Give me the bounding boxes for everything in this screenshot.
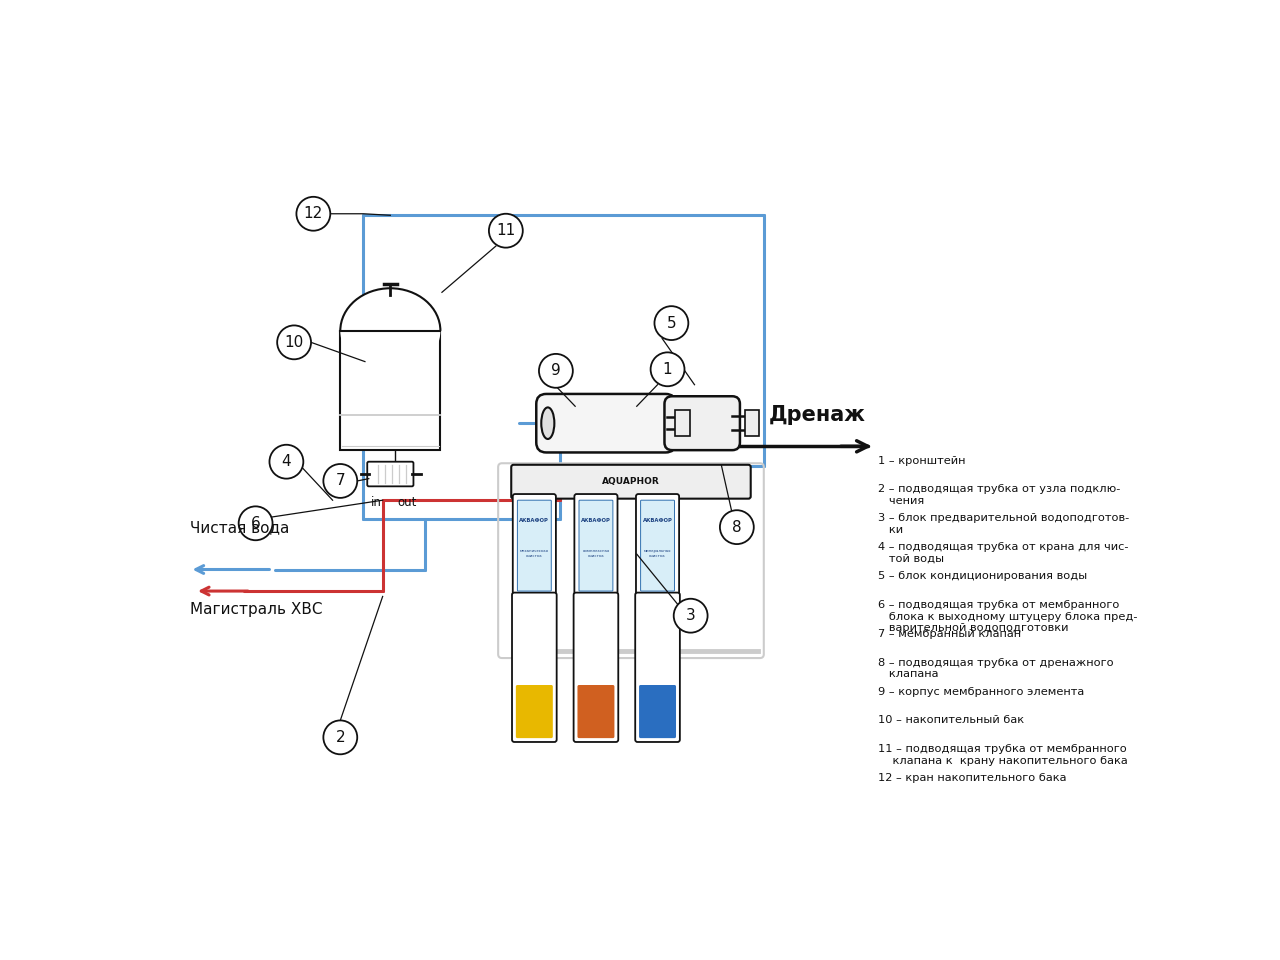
Circle shape bbox=[650, 352, 685, 386]
Text: 1: 1 bbox=[663, 362, 672, 377]
FancyBboxPatch shape bbox=[367, 462, 413, 487]
Circle shape bbox=[673, 599, 708, 633]
Circle shape bbox=[539, 354, 573, 388]
Text: 2: 2 bbox=[335, 730, 346, 745]
Text: 1 – кронштейн: 1 – кронштейн bbox=[878, 456, 965, 466]
FancyBboxPatch shape bbox=[575, 494, 617, 597]
Text: 3: 3 bbox=[686, 609, 695, 623]
Text: 8 – подводящая трубка от дренажного
   клапана: 8 – подводящая трубка от дренажного клап… bbox=[878, 658, 1114, 680]
Text: 5: 5 bbox=[667, 316, 676, 330]
Text: out: out bbox=[398, 495, 417, 509]
Text: АКВАФОР: АКВАФОР bbox=[520, 518, 549, 523]
FancyBboxPatch shape bbox=[516, 685, 553, 738]
FancyBboxPatch shape bbox=[511, 465, 750, 498]
Text: 6: 6 bbox=[251, 516, 260, 531]
FancyBboxPatch shape bbox=[517, 500, 552, 591]
FancyBboxPatch shape bbox=[664, 396, 740, 450]
Text: 10 – накопительный бак: 10 – накопительный бак bbox=[878, 715, 1024, 726]
Text: Дренаж: Дренаж bbox=[769, 405, 867, 424]
FancyBboxPatch shape bbox=[512, 592, 557, 742]
Text: АКВАФОР: АКВАФОР bbox=[581, 518, 611, 523]
Circle shape bbox=[297, 197, 330, 230]
Text: 7 – мембранный клапан: 7 – мембранный клапан bbox=[878, 629, 1021, 638]
FancyBboxPatch shape bbox=[639, 685, 676, 738]
FancyBboxPatch shape bbox=[577, 685, 614, 738]
Text: 11 – подводящая трубка от мембранного
    клапана к  крану накопительного бака: 11 – подводящая трубка от мембранного кл… bbox=[878, 744, 1128, 766]
Circle shape bbox=[278, 325, 311, 359]
FancyBboxPatch shape bbox=[579, 500, 613, 591]
Text: 3 – блок предварительной водоподготов-
   ки: 3 – блок предварительной водоподготов- к… bbox=[878, 514, 1129, 535]
Ellipse shape bbox=[340, 288, 440, 373]
Text: 4: 4 bbox=[282, 454, 292, 469]
Text: Магистраль ХВС: Магистраль ХВС bbox=[191, 602, 323, 617]
Circle shape bbox=[238, 506, 273, 540]
Text: AQUAPHOR: AQUAPHOR bbox=[602, 477, 660, 486]
Text: 4 – подводящая трубка от крана для чис-
   той воды: 4 – подводящая трубка от крана для чис- … bbox=[878, 542, 1128, 564]
Text: 12: 12 bbox=[303, 206, 323, 221]
Circle shape bbox=[324, 720, 357, 755]
Text: 11: 11 bbox=[497, 224, 516, 238]
Circle shape bbox=[324, 464, 357, 498]
Text: 12 – кран накопительного бака: 12 – кран накопительного бака bbox=[878, 773, 1066, 783]
Circle shape bbox=[719, 510, 754, 544]
Text: АКВАФОР: АКВАФОР bbox=[643, 518, 672, 523]
Text: механическая
очистка: механическая очистка bbox=[520, 549, 549, 558]
Text: 5 – блок кондиционирования воды: 5 – блок кондиционирования воды bbox=[878, 571, 1087, 581]
Text: 7: 7 bbox=[335, 473, 346, 489]
FancyBboxPatch shape bbox=[635, 592, 680, 742]
Text: 10: 10 bbox=[284, 335, 303, 349]
Text: in: in bbox=[371, 495, 381, 509]
Text: Чистая вода: Чистая вода bbox=[191, 520, 289, 535]
Text: минеральная
очистка: минеральная очистка bbox=[644, 549, 671, 558]
FancyBboxPatch shape bbox=[573, 592, 618, 742]
FancyBboxPatch shape bbox=[636, 494, 680, 597]
Bar bbox=[745, 410, 759, 436]
Ellipse shape bbox=[541, 407, 554, 439]
Text: 9: 9 bbox=[550, 363, 561, 378]
Text: 9 – корпус мембранного элемента: 9 – корпус мембранного элемента bbox=[878, 686, 1084, 697]
Text: 6 – подводящая трубка от мембранного
   блока к выходному штуцеру блока пред-
  : 6 – подводящая трубка от мембранного бло… bbox=[878, 600, 1137, 633]
Bar bbox=[340, 331, 440, 450]
Circle shape bbox=[270, 444, 303, 479]
Text: 2 – подводящая трубка от узла подклю-
   чения: 2 – подводящая трубка от узла подклю- че… bbox=[878, 485, 1120, 506]
Text: комплексная
очистка: комплексная очистка bbox=[582, 549, 609, 558]
Text: 8: 8 bbox=[732, 519, 741, 535]
Circle shape bbox=[654, 306, 689, 340]
Bar bbox=[675, 410, 690, 436]
FancyBboxPatch shape bbox=[513, 494, 556, 597]
FancyBboxPatch shape bbox=[640, 500, 675, 591]
Circle shape bbox=[489, 214, 522, 248]
FancyBboxPatch shape bbox=[536, 394, 676, 452]
